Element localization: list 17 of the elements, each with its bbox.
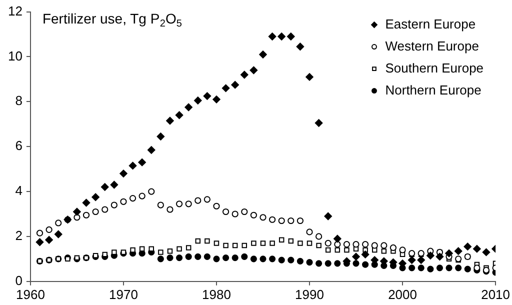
legend-label: Southern Europe [385, 60, 484, 76]
legend-label: Western Europe [385, 38, 479, 54]
x-tick-label: 2010 [481, 286, 510, 302]
y-tick-label: 2 [15, 228, 22, 244]
x-tick-label: 1990 [295, 286, 324, 302]
x-tick-label: 1960 [16, 286, 45, 302]
y-tick-label: 10 [8, 48, 22, 64]
x-tick-label: 1970 [109, 286, 138, 302]
x-tick-label: 1980 [202, 286, 231, 302]
legend-label: Eastern Europe [385, 16, 476, 32]
y-tick-label: 4 [15, 183, 22, 198]
y-tick-label: 8 [15, 93, 22, 108]
y-tick-label: 0 [15, 272, 22, 288]
y-tick-label: 12 [8, 3, 22, 18]
y-tick-label: 6 [15, 138, 22, 154]
legend-label: Northern Europe [385, 82, 482, 98]
x-tick-label: 2000 [388, 286, 417, 302]
